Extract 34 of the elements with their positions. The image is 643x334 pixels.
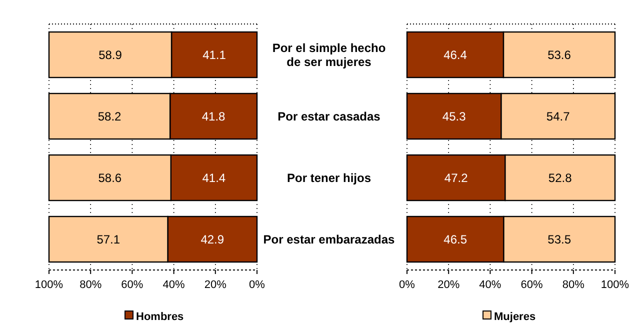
x-tick-label: 20%	[204, 279, 227, 291]
data-label: 46.4	[444, 48, 468, 62]
data-label: 58.9	[98, 48, 122, 62]
data-label: 52.8	[548, 170, 572, 185]
x-tick-label: 100%	[34, 279, 64, 291]
data-label: 58.2	[98, 109, 122, 124]
data-label: 41.4	[202, 170, 226, 185]
x-tick-label: 20%	[438, 279, 460, 291]
legend-label: Mujeres	[494, 311, 536, 323]
x-tick-label: 40%	[479, 279, 502, 291]
y-tick-label: Por estar casadas	[278, 109, 381, 124]
data-label: 53.6	[548, 48, 572, 62]
x-tick-label: 60%	[121, 279, 144, 291]
x-tick-label: 40%	[162, 279, 186, 291]
data-label: 45.3	[442, 109, 466, 124]
x-tick-label: 0%	[249, 279, 266, 291]
y-tick-label: Por el simple hecho de ser mujeres	[272, 40, 386, 69]
legend-label: Hombres	[136, 311, 184, 323]
data-label: 41.8	[202, 109, 226, 124]
y-tick-label: Por estar embarazadas	[263, 232, 396, 246]
x-tick-label: 80%	[562, 279, 585, 291]
data-label: 53.5	[548, 232, 572, 246]
data-label: 58.6	[98, 170, 122, 185]
data-label: 47.2	[444, 170, 468, 185]
x-tick-label: 60%	[520, 279, 544, 291]
data-label: 54.7	[546, 109, 570, 124]
data-label: 42.9	[200, 232, 224, 246]
x-tick-label: 100%	[600, 279, 630, 291]
data-label: 57.1	[96, 232, 120, 246]
data-label: 41.1	[202, 48, 226, 62]
x-tick-label: 0%	[399, 279, 416, 291]
y-tick-label: Por tener hijos	[286, 170, 372, 185]
x-tick-label: 80%	[80, 279, 102, 291]
data-label: 46.5	[444, 232, 468, 246]
